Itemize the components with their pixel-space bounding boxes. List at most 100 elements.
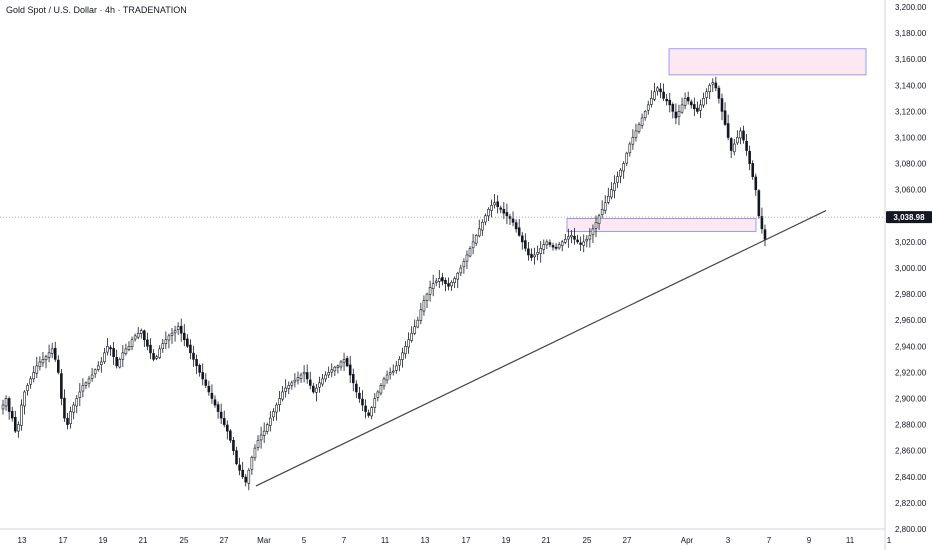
- candle-body: [290, 382, 294, 386]
- candle-body: [705, 91, 708, 98]
- current-price-value: 3,038.98: [893, 213, 925, 222]
- candle-body: [699, 104, 702, 111]
- candle-body: [696, 107, 699, 112]
- upper-resistance-zone[interactable]: [668, 48, 867, 76]
- candle-body: [557, 244, 561, 249]
- candle-body: [542, 244, 546, 250]
- candle-body: [511, 218, 515, 223]
- candle-body: [72, 404, 75, 413]
- candle-body: [238, 464, 241, 471]
- chart-title: Gold Spot / U.S. Dollar · 4h · TRADENATI…: [6, 5, 187, 15]
- candle-body: [708, 85, 711, 93]
- candle-body: [118, 359, 122, 368]
- candle-body: [345, 358, 349, 367]
- candle-body: [253, 447, 257, 459]
- candle-body: [573, 235, 576, 240]
- candle-body: [576, 239, 579, 243]
- candle-body: [361, 398, 364, 406]
- candle-body: [551, 245, 555, 248]
- price-tick-label: 2,840.00: [895, 473, 927, 482]
- candle-body: [606, 195, 610, 203]
- candle-body: [355, 383, 358, 393]
- candle-body: [610, 189, 613, 198]
- candle-body: [278, 398, 281, 406]
- candle-body: [336, 365, 340, 368]
- ascending-trendline[interactable]: [255, 210, 827, 487]
- candle-body: [373, 398, 377, 408]
- candle-body: [404, 345, 407, 355]
- candle-body: [327, 372, 330, 376]
- candle-body: [517, 227, 521, 236]
- candle-body: [514, 222, 518, 230]
- candle-body: [143, 330, 146, 341]
- candle-body: [358, 392, 361, 399]
- time-tick-label: 11: [846, 536, 855, 545]
- candle-body: [370, 407, 374, 417]
- candle-body: [210, 392, 214, 399]
- candle-body: [668, 99, 672, 106]
- price-tick-label: 3,120.00: [895, 107, 927, 116]
- candle-body: [66, 417, 69, 425]
- candle-body: [287, 385, 291, 389]
- candle-body: [465, 254, 469, 262]
- candle-body: [739, 130, 742, 139]
- candle-body: [732, 143, 736, 153]
- candle-body: [186, 338, 189, 347]
- candle-body: [173, 330, 177, 334]
- candle-body: [530, 253, 533, 258]
- candle-body: [124, 348, 128, 355]
- candle-body: [524, 240, 527, 249]
- price-axis[interactable]: 2,800.00 2,820.00 2,840.00 2,860.00 2,880.00…: [895, 3, 927, 534]
- candle-body: [47, 352, 51, 358]
- candle-body: [582, 241, 586, 246]
- support-zone[interactable]: [566, 218, 757, 232]
- candle-body: [50, 348, 54, 354]
- candle-body: [265, 424, 269, 432]
- candle-body: [324, 374, 327, 380]
- time-tick-label: 3: [726, 536, 731, 545]
- price-tick-label: 3,180.00: [895, 29, 927, 38]
- time-tick-label: Mar: [257, 536, 271, 545]
- candle-body: [628, 143, 632, 154]
- candle-body: [1, 404, 5, 410]
- candle-body: [339, 361, 343, 368]
- candle-body: [631, 137, 635, 145]
- candle-body: [434, 280, 438, 283]
- time-tick-label: 9: [807, 536, 812, 545]
- candle-body: [493, 202, 496, 206]
- candle-body: [176, 326, 180, 330]
- price-tick-label: 3,080.00: [895, 160, 927, 169]
- time-axis[interactable]: 13 17 19 21 25 27 Mar 5 7 11 13 17 19 21 25 27 Apr 3 7 9 11 1: [18, 536, 892, 545]
- candle-body: [192, 352, 195, 360]
- candle-body: [195, 359, 198, 367]
- candle-body: [643, 111, 647, 118]
- candle-body: [533, 254, 536, 258]
- candle-body: [634, 130, 638, 138]
- candle-body: [723, 110, 727, 125]
- time-tick-label: 27: [220, 536, 229, 545]
- candle-body: [456, 272, 460, 280]
- price-tick-label: 2,980.00: [895, 290, 927, 299]
- candle-body: [394, 365, 398, 371]
- candle-body: [585, 238, 589, 242]
- candle-body: [315, 387, 318, 393]
- candle-body: [505, 212, 509, 217]
- candle-body: [702, 98, 705, 106]
- candle-body: [26, 385, 29, 392]
- candle-body: [717, 87, 721, 99]
- candle-body: [41, 359, 45, 364]
- candle-body: [413, 326, 417, 334]
- candle-body: [179, 325, 183, 334]
- candle-body: [262, 430, 266, 436]
- candle-body: [591, 228, 595, 236]
- candle-body: [398, 359, 401, 366]
- candle-body: [367, 412, 370, 416]
- candle-body: [259, 434, 263, 441]
- candle-body: [272, 411, 275, 418]
- candle-body: [229, 430, 232, 441]
- candle-body: [594, 222, 598, 229]
- candle-body: [302, 372, 306, 375]
- candle-body: [133, 335, 137, 340]
- time-tick-label: 25: [180, 536, 189, 545]
